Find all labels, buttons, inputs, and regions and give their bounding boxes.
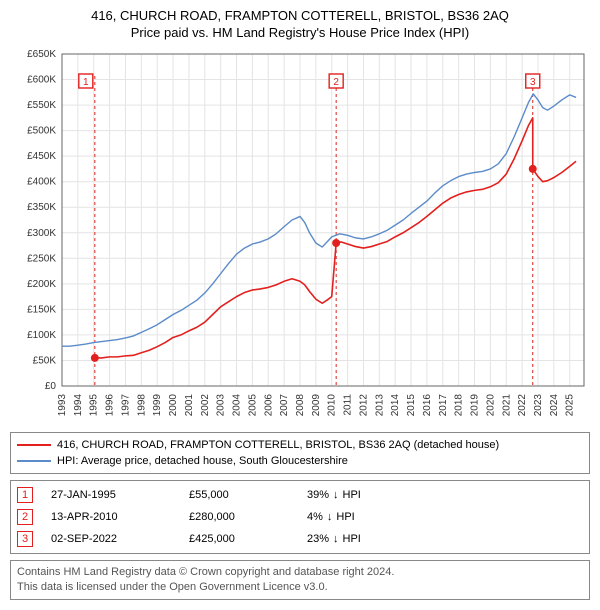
svg-text:£0: £0 (45, 381, 57, 392)
chart: £0 £50K £100K £150K £200K £250K £300K £350K £400… (10, 46, 590, 426)
data-date: 13-APR-2010 (51, 511, 171, 523)
svg-text:2000: 2000 (168, 394, 179, 417)
data-points-table: 1 27-JAN-1995 £55,000 39%↓HPI 2 13-APR-2010 £2… (10, 480, 590, 554)
arrow-down-icon: ↓ (333, 489, 339, 501)
svg-text:2008: 2008 (295, 394, 306, 417)
svg-text:£500K: £500K (27, 126, 56, 137)
license: Contains HM Land Registry data © Crown c… (10, 560, 590, 600)
data-price: £55,000 (189, 489, 289, 501)
svg-text:2017: 2017 (438, 394, 449, 417)
data-price: £280,000 (189, 511, 289, 523)
titles: 416, CHURCH ROAD, FRAMPTON COTTERELL, BR… (10, 8, 590, 40)
svg-text:1999: 1999 (152, 394, 163, 417)
license-line1: Contains HM Land Registry data © Crown c… (17, 565, 583, 580)
svg-text:£650K: £650K (27, 49, 56, 60)
svg-text:2019: 2019 (470, 394, 481, 417)
svg-text:2018: 2018 (454, 394, 465, 417)
license-line2: This data is licensed under the Open Gov… (17, 580, 583, 595)
chart-svg: £0 £50K £100K £150K £200K £250K £300K £350K £400… (10, 46, 590, 426)
legend-row: HPI: Average price, detached house, Sout… (17, 453, 583, 469)
marker-badge: 3 (17, 531, 33, 547)
svg-text:£400K: £400K (27, 177, 56, 188)
svg-text:1995: 1995 (89, 394, 100, 417)
svg-text:£200K: £200K (27, 279, 56, 290)
data-date: 02-SEP-2022 (51, 533, 171, 545)
svg-text:2015: 2015 (406, 394, 417, 417)
data-row: 2 13-APR-2010 £280,000 4%↓HPI (17, 509, 583, 525)
svg-text:2: 2 (333, 77, 339, 88)
svg-text:2013: 2013 (374, 394, 385, 417)
svg-text:1993: 1993 (57, 394, 68, 417)
svg-text:1998: 1998 (136, 394, 147, 417)
svg-text:2004: 2004 (232, 394, 243, 417)
svg-text:2014: 2014 (390, 394, 401, 417)
svg-text:2007: 2007 (279, 394, 290, 417)
svg-text:2002: 2002 (200, 394, 211, 417)
svg-text:£100K: £100K (27, 330, 56, 341)
svg-text:2005: 2005 (247, 394, 258, 417)
svg-text:2020: 2020 (485, 394, 496, 417)
svg-text:2010: 2010 (327, 394, 338, 417)
svg-text:3: 3 (530, 77, 536, 88)
legend-swatch (17, 460, 51, 462)
svg-text:2011: 2011 (343, 394, 354, 416)
svg-text:1996: 1996 (105, 394, 116, 417)
data-pct: 23%↓HPI (307, 533, 361, 545)
chart-container: 416, CHURCH ROAD, FRAMPTON COTTERELL, BR… (0, 0, 600, 610)
legend: 416, CHURCH ROAD, FRAMPTON COTTERELL, BR… (10, 432, 590, 474)
svg-text:2009: 2009 (311, 394, 322, 417)
arrow-down-icon: ↓ (333, 533, 339, 545)
svg-text:£300K: £300K (27, 228, 56, 239)
svg-text:2021: 2021 (501, 394, 512, 417)
legend-label: HPI: Average price, detached house, Sout… (57, 455, 348, 467)
svg-text:2025: 2025 (565, 394, 576, 417)
svg-text:£150K: £150K (27, 304, 56, 315)
svg-text:2003: 2003 (216, 394, 227, 417)
svg-text:£550K: £550K (27, 100, 56, 111)
svg-text:2024: 2024 (549, 394, 560, 417)
data-pct: 39%↓HPI (307, 489, 361, 501)
svg-text:2001: 2001 (184, 394, 195, 417)
svg-text:2006: 2006 (263, 394, 274, 417)
title-address: 416, CHURCH ROAD, FRAMPTON COTTERELL, BR… (10, 8, 590, 23)
data-pct: 4%↓HPI (307, 511, 355, 523)
svg-text:£250K: £250K (27, 253, 56, 264)
svg-text:1994: 1994 (73, 394, 84, 417)
legend-label: 416, CHURCH ROAD, FRAMPTON COTTERELL, BR… (57, 439, 499, 451)
marker-badge: 2 (17, 509, 33, 525)
svg-text:2016: 2016 (422, 394, 433, 417)
svg-text:1: 1 (83, 77, 89, 88)
svg-text:£50K: £50K (33, 355, 57, 366)
svg-text:1997: 1997 (120, 394, 131, 417)
svg-text:2022: 2022 (517, 394, 528, 417)
data-row: 1 27-JAN-1995 £55,000 39%↓HPI (17, 487, 583, 503)
data-date: 27-JAN-1995 (51, 489, 171, 501)
svg-text:£450K: £450K (27, 151, 56, 162)
svg-text:£350K: £350K (27, 202, 56, 213)
legend-row: 416, CHURCH ROAD, FRAMPTON COTTERELL, BR… (17, 437, 583, 453)
data-price: £425,000 (189, 533, 289, 545)
marker-badge: 1 (17, 487, 33, 503)
legend-swatch (17, 444, 51, 446)
title-subtitle: Price paid vs. HM Land Registry's House … (10, 25, 590, 40)
data-row: 3 02-SEP-2022 £425,000 23%↓HPI (17, 531, 583, 547)
svg-text:2023: 2023 (533, 394, 544, 417)
arrow-down-icon: ↓ (327, 511, 333, 523)
svg-text:2012: 2012 (358, 394, 369, 417)
svg-text:£600K: £600K (27, 75, 56, 86)
